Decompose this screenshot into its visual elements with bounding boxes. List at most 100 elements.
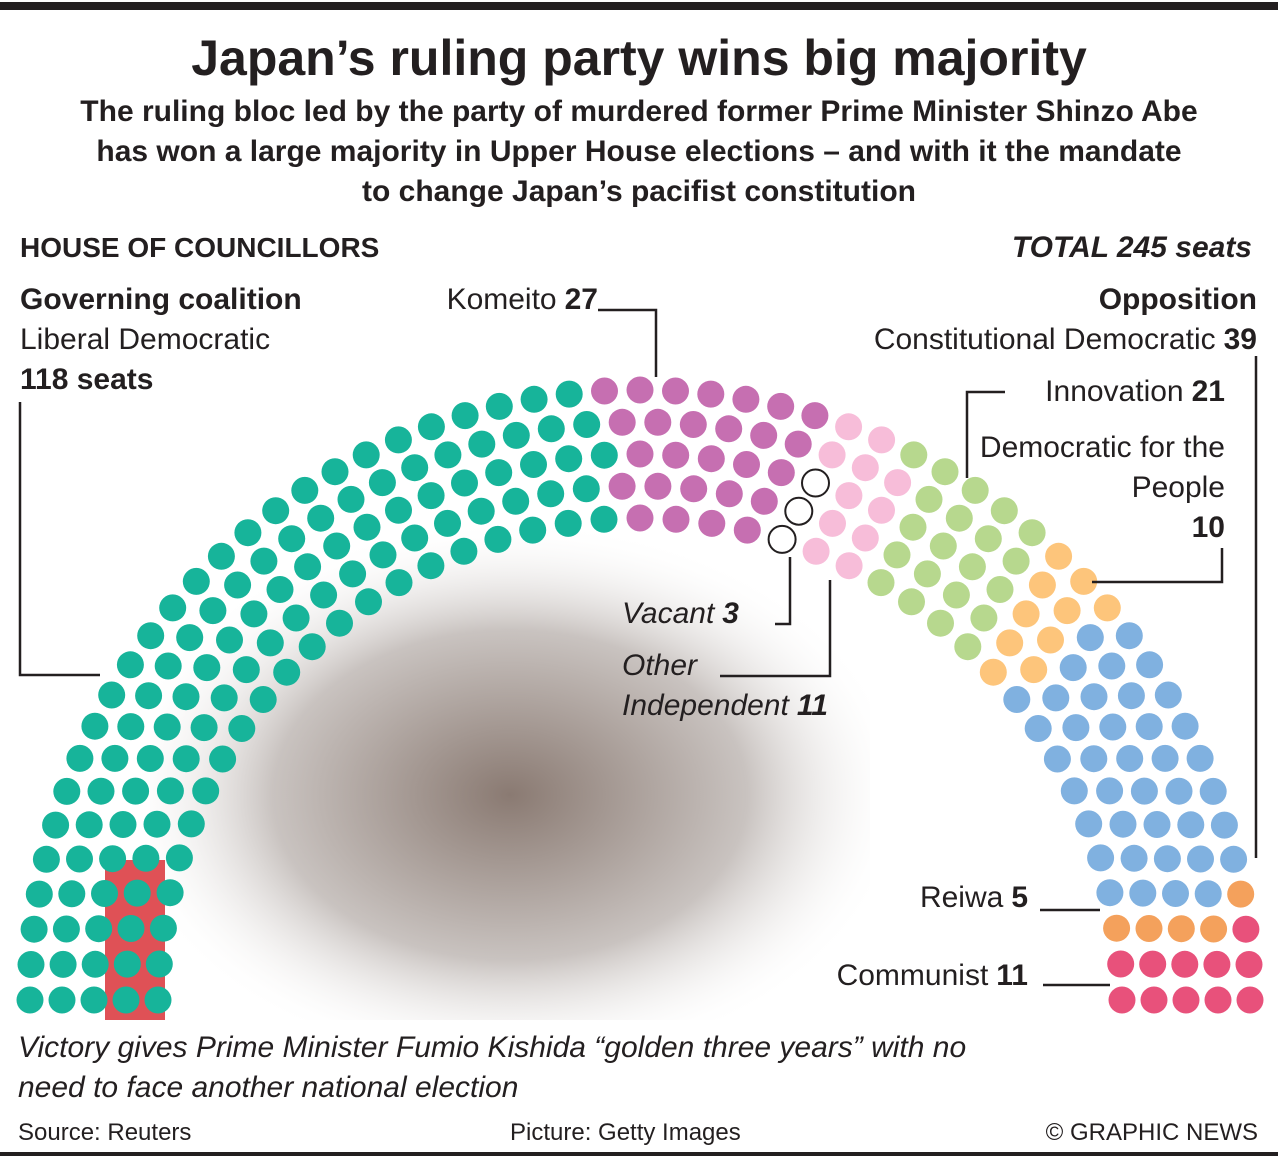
seat — [256, 629, 284, 657]
seat — [867, 569, 895, 597]
seat — [1075, 810, 1103, 838]
seat — [898, 588, 925, 616]
seat — [451, 402, 479, 430]
seat — [990, 497, 1018, 525]
seat — [99, 845, 127, 873]
seat — [434, 509, 461, 537]
seat — [931, 458, 959, 486]
seat — [326, 609, 353, 637]
seat — [590, 505, 618, 533]
seat — [91, 880, 118, 907]
party-name: Communist — [836, 959, 989, 992]
seat — [1045, 542, 1073, 570]
total-seats: TOTAL 245 seats — [1011, 231, 1252, 264]
seat — [970, 604, 998, 632]
seat-count: 10 — [1191, 511, 1225, 544]
seat — [137, 622, 165, 650]
seat — [417, 552, 445, 580]
seat — [117, 713, 145, 741]
party-name: Vacant — [622, 597, 715, 630]
seat — [750, 421, 778, 449]
group-label: Opposition — [1098, 283, 1257, 316]
seat — [451, 469, 478, 497]
seat — [954, 633, 982, 661]
seat — [156, 879, 184, 907]
seat — [81, 950, 109, 978]
seat — [868, 496, 895, 524]
seat-count: 118 seats — [20, 363, 154, 396]
seat — [307, 504, 335, 532]
seat — [733, 516, 761, 544]
seat — [1130, 777, 1158, 805]
seat — [1062, 714, 1090, 742]
seat — [1143, 811, 1171, 838]
party-label: Other Independent 11 — [622, 646, 892, 726]
seat — [537, 415, 565, 443]
seat — [113, 950, 141, 978]
seat — [66, 744, 94, 772]
seat — [929, 532, 957, 560]
seat — [698, 509, 726, 537]
seat — [385, 569, 413, 597]
seat — [662, 441, 690, 469]
party-name: Other Independent — [622, 649, 789, 722]
seat — [1042, 684, 1070, 712]
seat — [1129, 879, 1157, 907]
seat — [802, 537, 830, 565]
seat — [176, 624, 204, 652]
seat — [250, 547, 278, 575]
seat — [101, 744, 129, 772]
seat — [644, 408, 672, 436]
seat — [520, 385, 548, 413]
seat — [216, 626, 243, 654]
seat — [369, 541, 397, 569]
seat — [182, 567, 210, 595]
seat-count: 21 — [1191, 375, 1225, 408]
seat-count: 11 — [796, 689, 828, 722]
seat — [234, 519, 262, 547]
party-name: Reiwa — [919, 881, 1004, 914]
seat — [66, 845, 93, 873]
seat — [159, 594, 187, 622]
seat — [1020, 656, 1048, 684]
seat — [679, 411, 707, 438]
seat — [974, 525, 1002, 553]
seat — [680, 475, 708, 503]
seat — [573, 411, 601, 438]
party-name: Innovation — [1045, 375, 1184, 408]
seat — [1167, 915, 1195, 943]
seat — [207, 542, 235, 570]
seat — [835, 482, 863, 510]
seat — [52, 915, 80, 943]
seat — [278, 525, 306, 553]
seat — [608, 472, 636, 500]
top-rule — [0, 2, 1278, 10]
seat — [384, 426, 412, 454]
seat — [662, 377, 689, 405]
seat — [942, 581, 970, 609]
seat — [352, 441, 380, 469]
seat — [339, 560, 367, 588]
seat — [626, 376, 654, 404]
seat — [1003, 686, 1031, 713]
seat — [1203, 950, 1231, 978]
seat-count: 11 — [996, 959, 1028, 992]
seat — [1117, 682, 1145, 710]
seat — [899, 513, 927, 541]
seat — [1070, 567, 1098, 595]
seat — [1171, 950, 1199, 978]
seat — [1236, 986, 1264, 1014]
seat — [112, 986, 140, 1014]
party-label: Vacant 3 — [622, 594, 739, 634]
seat — [165, 844, 193, 872]
seat — [355, 588, 382, 616]
leader-line — [720, 580, 832, 678]
seat — [626, 504, 654, 532]
seat — [986, 576, 1014, 603]
seat — [554, 509, 582, 537]
party-label: Communist 11 — [837, 956, 1028, 996]
seat-count: 3 — [722, 597, 739, 630]
seat — [81, 712, 109, 740]
seat — [1120, 844, 1148, 872]
caption: Victory gives Prime Minister Fumio Kishi… — [18, 1031, 967, 1104]
